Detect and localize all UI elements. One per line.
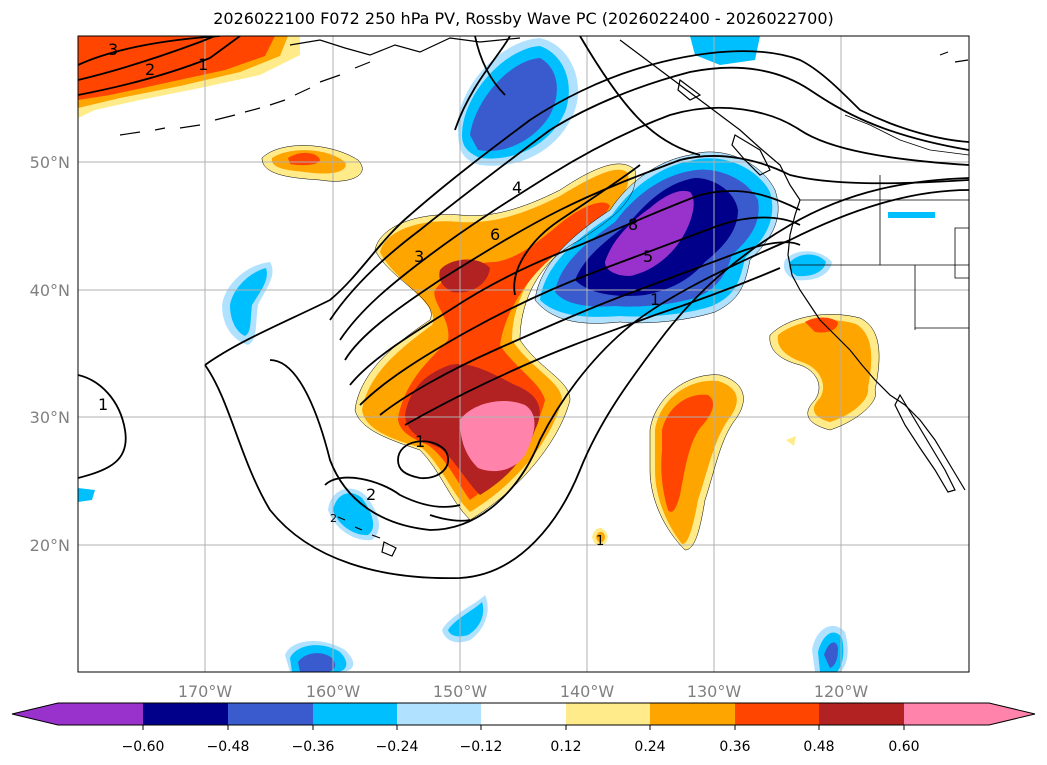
pv-area bbox=[333, 493, 374, 536]
lat-labels: 50°N 40°N 30°N 20°N bbox=[30, 153, 70, 555]
colorbar: −0.60 −0.48 −0.36 −0.24 −0.12 0.12 0.24 … bbox=[11, 702, 1036, 755]
pv-area bbox=[470, 58, 557, 151]
pv-area bbox=[786, 436, 796, 446]
colorbar-segment bbox=[566, 703, 650, 725]
colorbar-segment bbox=[313, 703, 397, 725]
pv-area bbox=[805, 317, 838, 333]
colorbar-segment bbox=[58, 703, 143, 725]
colorbar-extend-high bbox=[989, 703, 1035, 725]
colorbar-tick-label: −0.60 bbox=[122, 739, 165, 755]
contour-label: 2 bbox=[330, 512, 337, 525]
graticule bbox=[78, 36, 969, 672]
pv-area bbox=[888, 212, 935, 218]
colorbar-tick-label: −0.36 bbox=[292, 739, 335, 755]
colorbar-tick-label: 0.48 bbox=[803, 739, 834, 755]
colorbar-segment bbox=[228, 703, 313, 725]
pv-area bbox=[661, 394, 714, 512]
colorbar-segment bbox=[481, 703, 566, 725]
colorbar-tick-label: 0.12 bbox=[550, 739, 581, 755]
pv-area bbox=[230, 268, 267, 336]
contour-label: 1 bbox=[198, 55, 208, 74]
contour-label: 5 bbox=[643, 247, 653, 266]
lon-label: 160°W bbox=[306, 682, 361, 701]
rossby-contours bbox=[78, 36, 969, 580]
contour-label: 1 bbox=[650, 290, 660, 309]
pv-area bbox=[439, 259, 490, 293]
pv-area bbox=[596, 531, 605, 543]
contour-label: 3 bbox=[414, 247, 424, 266]
colorbar-tick-label: 0.36 bbox=[719, 739, 750, 755]
colorbar-outline bbox=[11, 702, 1036, 726]
lon-label: 130°W bbox=[687, 682, 742, 701]
pv-area bbox=[460, 400, 535, 472]
contour-label: 2 bbox=[145, 60, 155, 79]
contour-label: 4 bbox=[512, 178, 522, 197]
contour-label: 8 bbox=[628, 215, 638, 234]
colorbar-tick-label: 0.60 bbox=[888, 739, 919, 755]
colorbar-tick-label: 0.24 bbox=[634, 739, 665, 755]
lon-label: 140°W bbox=[560, 682, 615, 701]
colorbar-segment bbox=[650, 703, 735, 725]
lat-label: 40°N bbox=[30, 281, 70, 300]
lon-labels: 170°W 160°W 150°W 140°W 130°W 120°W bbox=[178, 682, 869, 701]
contour-label-group: 3 2 1 4 6 8 5 3 1 1 2 1 1 2 bbox=[98, 40, 660, 549]
colorbar-tick-label: −0.12 bbox=[460, 739, 503, 755]
colorbar-tick-label: −0.48 bbox=[207, 739, 250, 755]
pv-shading bbox=[78, 36, 935, 672]
colorbar-segment bbox=[397, 703, 481, 725]
colorbar-segment bbox=[904, 703, 989, 725]
colorbar-tick-label: −0.24 bbox=[376, 739, 419, 755]
contour-label: 1 bbox=[596, 534, 604, 549]
pv-area bbox=[78, 488, 95, 502]
pv-area bbox=[605, 190, 694, 276]
pv-area bbox=[777, 319, 872, 422]
lat-label: 30°N bbox=[30, 408, 70, 427]
lat-label: 20°N bbox=[30, 536, 70, 555]
contour-label: 3 bbox=[108, 40, 118, 59]
pv-area bbox=[690, 36, 760, 65]
colorbar-extend-low bbox=[12, 703, 58, 725]
colorbar-segment bbox=[735, 703, 819, 725]
figure-title: 2026022100 F072 250 hPa PV, Rossby Wave … bbox=[213, 9, 834, 28]
pv-area bbox=[824, 642, 838, 668]
map-frame bbox=[77, 35, 970, 673]
contour-label: 6 bbox=[490, 225, 500, 244]
pv-area bbox=[298, 653, 336, 672]
contour-label: 1 bbox=[98, 395, 108, 414]
lon-label: 150°W bbox=[433, 682, 488, 701]
lat-label: 50°N bbox=[30, 153, 70, 172]
colorbar-segment bbox=[143, 703, 228, 725]
contour-label: 2 bbox=[366, 485, 376, 504]
lon-label: 170°W bbox=[178, 682, 233, 701]
contour-label: 1 bbox=[415, 432, 425, 451]
colorbar-segment bbox=[819, 703, 904, 725]
pv-area bbox=[448, 602, 484, 637]
lon-label: 120°W bbox=[814, 682, 869, 701]
